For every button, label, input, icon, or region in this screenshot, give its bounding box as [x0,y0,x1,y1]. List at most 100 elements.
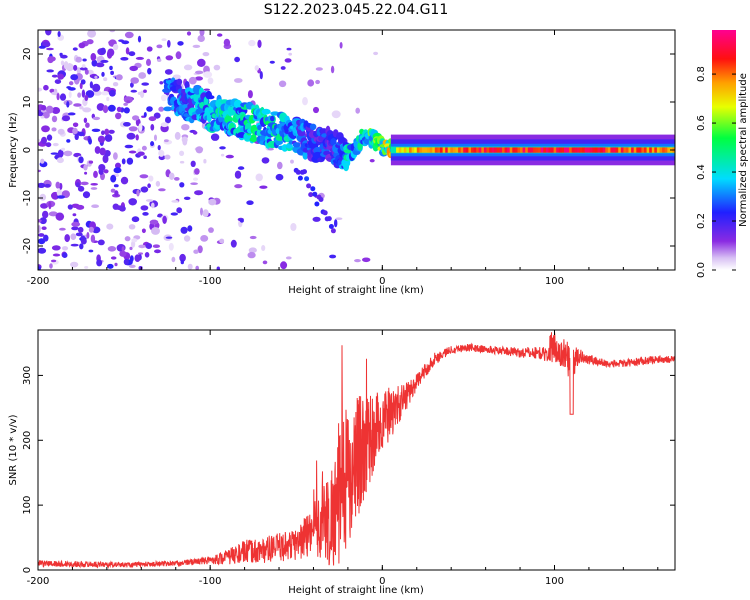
spectrogram-cell [206,95,215,100]
spectrogram-cell [107,263,114,269]
spectrogram-cell [146,46,153,52]
snr-y-tick-label: 300 [22,366,33,385]
spectrogram-cell [123,258,129,266]
spectrogram-cell [401,147,405,153]
spectrogram-y-tick-label: 10 [22,96,33,109]
spectrogram-cell [561,147,565,153]
spectrogram-cell [145,243,153,249]
spectrogram-cell [72,213,77,217]
snr-y-tick-label: 100 [22,496,33,515]
spectrogram-cell [183,235,191,242]
spectrogram-cell [481,147,485,153]
spectrogram-cell [141,82,149,86]
spectrogram-cell [644,147,647,153]
spectrogram-cell [138,266,143,270]
spectrogram-cell [257,39,262,49]
spectrogram-cell [290,223,297,231]
colorbar-label: Normalized spectral amplitude [738,73,749,227]
spectrogram-cell [92,116,101,121]
spectrogram-cell [75,56,82,63]
spectrogram-cell [161,38,167,42]
spectrogram-cell [115,74,123,81]
spectrogram-cell [121,40,130,45]
spectrogram-cell [67,112,76,116]
spectrogram-cell [77,131,85,137]
spectrogram-cell [90,234,96,243]
spectrogram-cell [100,47,106,54]
spectrogram-cell [41,125,50,133]
spectrogram-cell [100,59,109,63]
spectrogram-cell [51,259,57,263]
spectrogram-cell [110,188,116,193]
spectrogram-cell [80,79,86,85]
spectrogram-cell [183,64,193,71]
spectrogram-cell [143,155,147,159]
spectrogram-cell [354,259,361,263]
spectrogram-cell [95,62,105,68]
spectrogram-cell [51,127,57,132]
spectrogram-cell [67,204,73,210]
spectrogram-cell [157,213,163,217]
spectrogram-cell [130,82,134,88]
spectrogram-cell [312,216,321,222]
snr-x-tick-label: 0 [379,576,385,587]
spectrogram-cell [146,106,153,112]
spectrogram-cell [270,115,275,122]
spectrogram-cell [203,88,210,91]
spectrogram-cell [138,252,143,255]
spectrogram-cell [150,124,155,131]
spectrogram-cell [72,47,78,51]
spectrogram-cell [183,196,191,200]
spectrogram-cell [225,154,234,159]
spectrogram-cell [248,39,256,47]
spectrogram-cell [131,240,136,248]
spectrogram-cell [72,122,79,128]
spectrogram-cell [633,147,637,153]
spectrogram-cell [313,106,319,114]
spectrogram-cell [140,186,149,193]
spectrogram-cell [330,138,337,146]
spectrogram-cell [234,56,241,63]
spectrogram-cell [155,180,161,187]
spectrogram-cell [126,132,136,140]
spectrogram-cell [414,147,418,153]
spectrogram-cell [427,147,431,153]
spectrogram-cell [318,197,324,202]
spectrogram-cell [48,56,56,62]
spectrogram-cell [216,266,220,270]
spectrogram-cell [569,147,573,153]
spectrogram-cell [445,147,449,153]
spectrogram-cell [41,105,47,111]
spectrogram-cell [187,263,193,270]
spectrogram-cell [107,104,116,112]
spectrogram-cell [131,238,138,243]
spectrogram-cell [304,176,310,182]
spectrogram-cell [610,147,614,153]
spectrogram-cell [403,147,407,153]
spectrogram-cell [509,147,513,153]
spectrogram-cell [662,147,666,153]
spectrogram-cell [128,150,137,154]
spectrogram-cell [527,147,531,153]
spectrogram-cell [239,218,244,223]
spectrogram-cell [81,89,86,98]
spectrogram-cell [600,147,604,153]
spectrogram-cell [55,212,65,221]
spectrogram-cell [75,204,85,210]
spectrogram-cell [288,140,294,145]
spectrogram-cell [129,255,134,263]
spectrogram-cell [151,227,160,235]
spectrogram-cell [582,147,585,153]
spectrogram-cell [40,158,45,164]
spectrogram-cell [101,130,105,135]
spectrogram-cell [50,152,59,155]
spectrogram-cell [128,198,137,206]
spectrogram-cell [275,173,284,181]
spectrogram-cell [142,212,149,216]
spectrogram-cell [267,147,274,151]
spectrogram-cell [42,111,50,119]
spectrogram-cell [107,48,115,57]
spectrogram-cell [373,51,379,56]
spectrogram-cell [64,234,70,243]
